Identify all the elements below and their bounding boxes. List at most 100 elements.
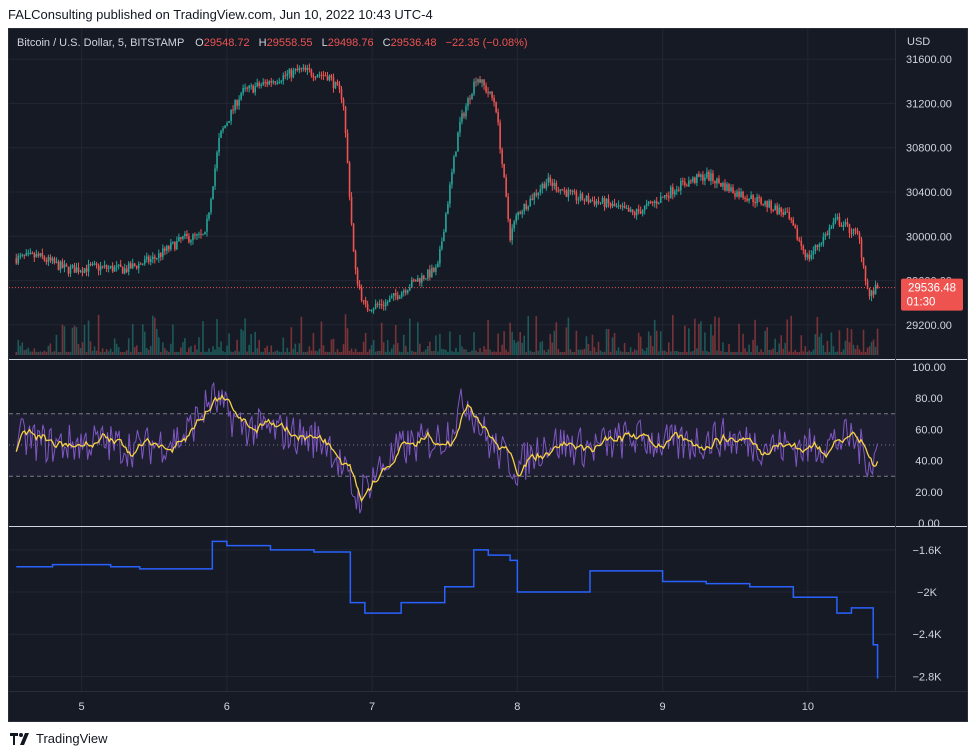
volume-bar xyxy=(832,346,835,355)
volume-bar xyxy=(141,324,144,355)
volume-bar xyxy=(226,345,228,355)
volume-bar xyxy=(659,331,662,355)
volume-bar xyxy=(732,351,734,355)
legend[interactable]: Bitcoin / U.S. Dollar, 5, BITSTAMP O2954… xyxy=(17,37,528,49)
candle-body xyxy=(188,236,190,243)
candle-body xyxy=(573,190,576,193)
volume-bar xyxy=(35,351,38,355)
volume-bar xyxy=(431,351,433,355)
volume-bar xyxy=(445,349,447,355)
candle-body xyxy=(206,218,208,232)
volume-bar xyxy=(686,351,688,355)
candle-body xyxy=(292,70,295,78)
candle-body xyxy=(252,85,254,93)
volume-bar xyxy=(354,348,357,355)
candle-body xyxy=(93,263,96,265)
volume-bar xyxy=(250,334,252,355)
candle-body xyxy=(515,215,517,222)
legend-symbol[interactable]: Bitcoin / U.S. Dollar, 5, BITSTAMP xyxy=(17,37,184,49)
volume-bar xyxy=(53,351,56,355)
volume-bar xyxy=(453,351,455,355)
candle-body xyxy=(824,233,827,237)
candle-body xyxy=(497,112,499,123)
chart-frame[interactable]: Bitcoin / U.S. Dollar, 5, BITSTAMP O2954… xyxy=(8,28,968,722)
candle-body xyxy=(336,81,339,85)
volume-bar xyxy=(196,349,198,355)
candle-body xyxy=(720,182,722,187)
volume-bar xyxy=(402,334,405,355)
volume-bar xyxy=(615,350,618,355)
obv-pane[interactable] xyxy=(9,527,895,691)
time-scale[interactable] xyxy=(9,691,967,721)
candle-body xyxy=(593,200,596,205)
volume-bar xyxy=(776,352,778,355)
currency-label[interactable]: USD xyxy=(907,36,930,48)
volume-bar xyxy=(45,351,48,355)
candle-body xyxy=(876,284,879,289)
candle-body xyxy=(818,244,821,247)
volume-bar xyxy=(288,351,291,355)
candle-body xyxy=(690,180,692,182)
candle-body xyxy=(419,278,421,283)
candle-body xyxy=(73,265,76,273)
volume-bar xyxy=(262,351,265,355)
chart-svg[interactable]: Bitcoin / U.S. Dollar, 5, BITSTAMP O2954… xyxy=(9,29,967,721)
last-price-tag-bg xyxy=(901,278,963,311)
volume-bar xyxy=(487,320,489,355)
last-price-tag[interactable]: 29536.48 01:30 xyxy=(901,278,963,311)
candle-body xyxy=(107,267,110,269)
candle-body xyxy=(740,191,742,197)
candle-body xyxy=(33,253,36,258)
volume-bar xyxy=(220,341,222,355)
candle-body xyxy=(250,85,252,87)
candle-body xyxy=(308,68,311,70)
volume-bar xyxy=(814,334,817,355)
volume-bar xyxy=(435,335,437,355)
volume-bar xyxy=(55,334,58,355)
volume-bar xyxy=(726,351,728,355)
volume-bar xyxy=(718,317,720,355)
rsi-ma-line xyxy=(15,394,879,503)
candle-body xyxy=(465,106,467,117)
candle-body xyxy=(392,293,395,297)
candle-body xyxy=(374,303,377,309)
candle-body xyxy=(828,228,831,235)
volume-bar xyxy=(91,350,94,355)
candle-body xyxy=(639,211,642,214)
candle-body xyxy=(139,263,142,265)
candle-body xyxy=(17,255,20,264)
volume-bar xyxy=(65,351,68,355)
price-pane[interactable] xyxy=(9,29,895,359)
candle-body xyxy=(184,233,186,237)
tradingview-brand: TradingView xyxy=(36,731,108,746)
volume-bar xyxy=(860,351,863,355)
time-tick-label: 10 xyxy=(802,701,814,713)
tradingview-logo[interactable]: TradingView xyxy=(10,731,108,746)
volume-bar xyxy=(364,332,367,355)
candle-body xyxy=(678,189,680,191)
volume-bar xyxy=(316,351,319,355)
volume-bar xyxy=(702,350,704,355)
volume-bar xyxy=(547,349,550,355)
volume-bar xyxy=(394,325,397,355)
volume-bar xyxy=(696,348,698,355)
volume-bar xyxy=(147,349,150,355)
volume-bar xyxy=(509,322,511,355)
candle-body xyxy=(284,75,287,77)
volume-bar xyxy=(244,318,246,355)
candle-body xyxy=(230,109,232,122)
volume-bar xyxy=(274,351,277,355)
candle-body xyxy=(39,253,42,256)
volume-bar xyxy=(874,346,877,355)
candle-body xyxy=(59,261,62,270)
candle-body xyxy=(487,91,489,94)
candle-body xyxy=(601,198,604,203)
candle-body xyxy=(816,245,819,247)
volume-bar xyxy=(198,337,200,355)
candle-body xyxy=(352,223,355,252)
volume-bar xyxy=(37,351,40,355)
volume-bar xyxy=(290,327,293,355)
volume-bar xyxy=(551,342,554,355)
volume-bar xyxy=(414,351,417,355)
volume-bar xyxy=(858,349,861,355)
